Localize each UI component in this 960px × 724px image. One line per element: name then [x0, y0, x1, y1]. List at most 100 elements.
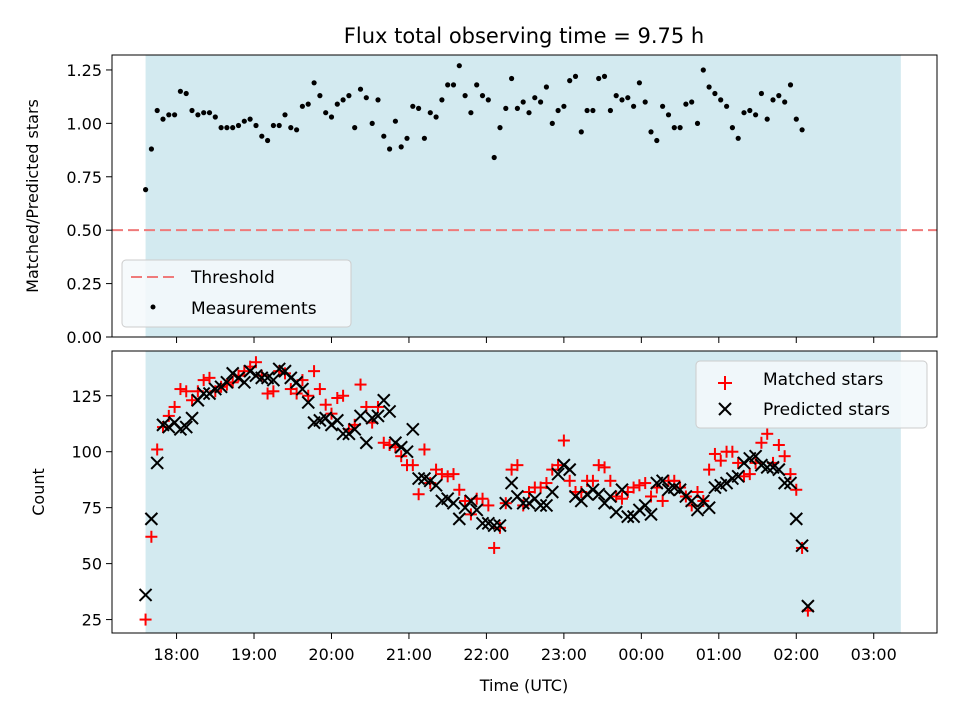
measurement-point	[497, 125, 503, 131]
x-axis-label: Time (UTC)	[479, 676, 568, 695]
measurement-point	[770, 97, 776, 103]
measurement-point	[148, 146, 154, 152]
measurement-point	[265, 137, 271, 144]
predicted-point-b	[528, 492, 542, 506]
predicted-point-b	[353, 409, 368, 423]
predicted-point-b	[371, 409, 385, 423]
matched-star-point	[790, 483, 803, 496]
predicted-point-b	[766, 460, 780, 475]
predicted-star-point	[493, 518, 507, 533]
predicted-point-b	[382, 404, 397, 419]
measurement-point	[294, 127, 300, 133]
predicted-point-b	[260, 371, 275, 385]
x-tick-label: 19:00	[231, 645, 277, 664]
predicted-star-point	[406, 422, 420, 437]
predicted-point-b	[603, 489, 618, 504]
measurement-point	[323, 110, 329, 116]
predicted-star-point	[638, 498, 652, 513]
x-tick-label: 00:00	[618, 645, 664, 664]
measurement-point	[683, 101, 689, 107]
matched-star-point	[139, 613, 152, 626]
measurement-point	[526, 110, 532, 116]
matched-star-points	[139, 356, 814, 626]
matched-star-point	[563, 474, 576, 487]
predicted-point-b	[592, 487, 606, 501]
measurement-point	[654, 137, 660, 144]
measurement-point	[665, 112, 672, 118]
legend-predicted-label: Predicted stars	[763, 400, 890, 420]
predicted-point-b	[318, 411, 333, 425]
measurement-point	[491, 154, 497, 161]
predicted-star-point	[429, 478, 443, 492]
measurement-point	[427, 110, 433, 116]
chart-title: Flux total observing time = 9.75 h	[344, 24, 704, 48]
measurement-point	[561, 103, 567, 109]
measurement-point	[572, 73, 579, 79]
measurement-point	[311, 80, 317, 86]
matched-star-point	[604, 474, 617, 487]
measurement-point	[224, 125, 230, 131]
predicted-star-point	[452, 512, 467, 526]
measurement-point	[642, 99, 648, 105]
measurement-point	[474, 82, 480, 88]
top-x-ticks	[176, 337, 875, 343]
predicted-star-point	[382, 404, 397, 419]
matched-star-point	[627, 481, 640, 494]
measurement-point	[694, 120, 701, 126]
predicted-point-b	[504, 476, 519, 490]
bottom-y-tick-label: 125	[71, 387, 102, 406]
top-y-tick-label: 0.75	[66, 168, 102, 187]
predicted-point-b	[417, 471, 432, 486]
predicted-point-b	[487, 518, 501, 533]
matched-star-point	[598, 461, 611, 474]
top-panel: 0.00 0.25 0.50 0.75 1.00 1.25 Matched/Predict…	[23, 54, 938, 347]
x-tick-label: 22:00	[463, 645, 509, 664]
predicted-point-b	[533, 498, 548, 513]
bottom-panel: 25 50 75 100 125 18:00 19:00 20:00 21:00 22:00 23…	[29, 350, 938, 695]
predicted-point-b	[783, 476, 798, 490]
predicted-point-b	[690, 503, 705, 517]
measurement-point	[619, 97, 625, 103]
measurement-point	[625, 95, 631, 101]
matched-star-point	[796, 541, 809, 554]
measurement-point	[468, 110, 474, 116]
measurement-point	[439, 97, 445, 103]
measurement-point	[596, 75, 602, 82]
predicted-point-b	[777, 476, 792, 490]
predicted-point-b	[510, 489, 525, 504]
matched-star-point	[145, 530, 158, 543]
matched-star-point	[412, 488, 425, 501]
predicted-star-point	[789, 512, 803, 526]
measurement-point	[305, 101, 311, 107]
predicted-point-b	[348, 422, 362, 437]
predicted-point-b	[545, 485, 559, 499]
x-tick-label: 02:00	[773, 645, 819, 664]
predicted-star-point	[185, 411, 199, 425]
predicted-point-b	[562, 462, 577, 477]
predicted-star-point	[504, 476, 519, 490]
predicted-star-point	[348, 422, 362, 437]
measurement-point	[764, 116, 770, 122]
matched-star-point	[552, 459, 565, 472]
predicted-star-point	[760, 460, 774, 475]
matched-star-point	[639, 477, 652, 490]
predicted-star-point	[615, 483, 629, 497]
x-tick-label: 01:00	[696, 645, 742, 664]
measurement-point	[317, 93, 323, 99]
measurement-point	[288, 125, 294, 131]
predicted-star-point	[138, 588, 153, 602]
measurement-point	[235, 122, 242, 129]
measurement-point	[340, 97, 346, 103]
measurement-point	[357, 86, 364, 92]
measurement-points	[143, 63, 805, 193]
matched-star-point	[453, 483, 466, 496]
measurement-point	[712, 90, 718, 97]
measurement-point	[718, 97, 724, 103]
predicted-point-b	[748, 449, 763, 463]
measurement-point	[421, 135, 427, 141]
predicted-point-b	[237, 375, 252, 390]
predicted-point-b	[377, 393, 391, 407]
predicted-point-b	[301, 395, 315, 410]
matched-star-point	[308, 365, 321, 378]
